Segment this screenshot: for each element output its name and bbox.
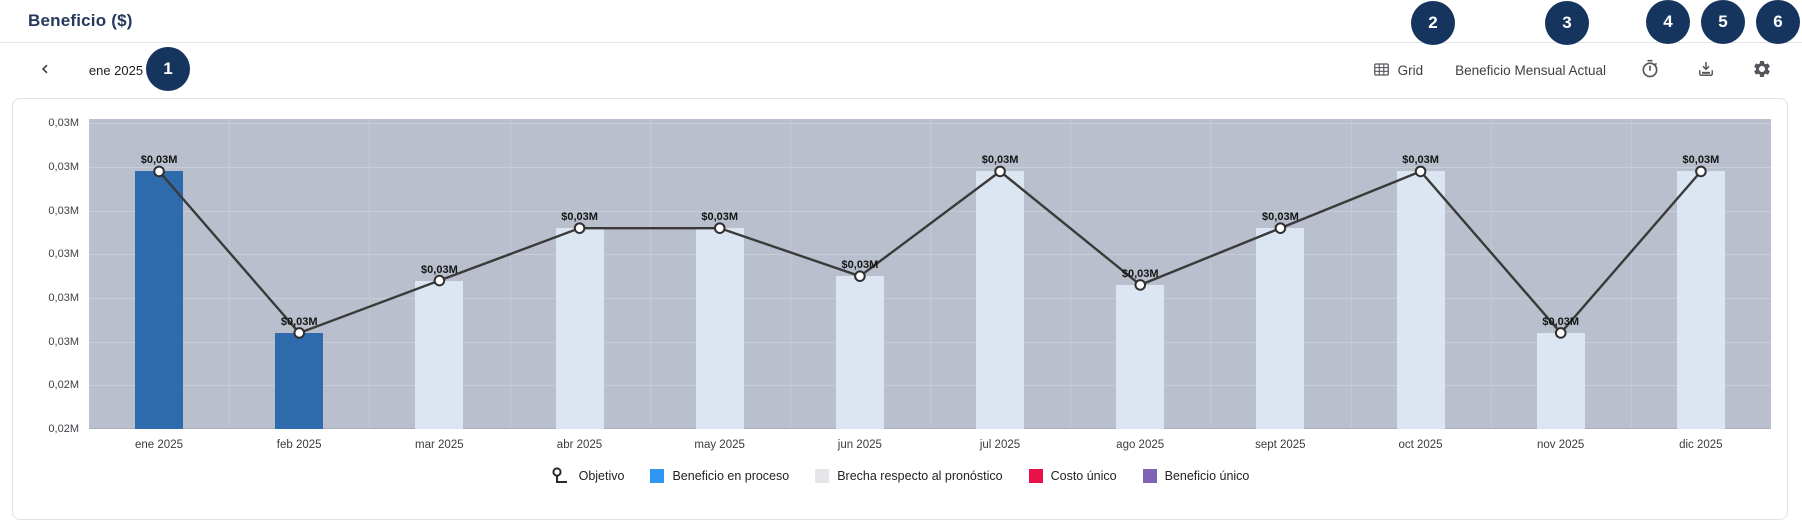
point-value-label: $0,03M <box>1262 211 1299 224</box>
y-axis-tick-label: 0,03M <box>48 117 79 130</box>
x-axis-label-nov-2025: nov 2025 <box>1536 439 1585 451</box>
timer-button[interactable] <box>1638 57 1662 84</box>
legend-label: Costo único <box>1050 469 1117 483</box>
point-value-label: $0,03M <box>841 259 879 272</box>
download-icon <box>1696 59 1716 82</box>
legend-label: Beneficio único <box>1164 469 1250 483</box>
bar-oct-2025 <box>1396 171 1445 429</box>
vertical-gridline <box>1490 119 1492 428</box>
x-axis-label-ene-2025: ene 2025 <box>135 439 183 451</box>
grid-view-label: Grid <box>1397 63 1424 78</box>
x-axis-label-sept-2025: sept 2025 <box>1255 439 1306 451</box>
vertical-gridline <box>1630 119 1632 428</box>
previous-month-button[interactable] <box>36 60 54 81</box>
bar-nov-2025 <box>1536 332 1585 429</box>
legend-swatch <box>815 469 830 483</box>
vertical-gridline <box>509 119 511 428</box>
vertical-gridline <box>649 119 651 428</box>
y-axis-tick-label: 0,02M <box>48 379 79 392</box>
point-value-label: $0,03M <box>1542 315 1580 328</box>
view-selector-label: Beneficio Mensual Actual <box>1455 63 1606 78</box>
bar-dic-2025 <box>1676 171 1725 429</box>
annotation-badge-2: 2 <box>1411 1 1455 45</box>
x-axis-label-may-2025: may 2025 <box>694 439 745 451</box>
x-axis-label-mar-2025: mar 2025 <box>415 439 464 451</box>
vertical-gridline <box>1070 119 1072 428</box>
bar-feb-2025 <box>275 332 324 429</box>
settings-gear-icon <box>1752 59 1772 82</box>
grid-view-button[interactable]: Grid <box>1372 60 1424 82</box>
legend-item: Beneficio único <box>1142 469 1250 483</box>
vertical-gridline <box>229 119 231 428</box>
point-value-label: $0,03M <box>981 154 1019 167</box>
annotation-badge-3: 3 <box>1545 1 1589 45</box>
bar-jun-2025 <box>835 276 884 429</box>
legend-item: Objetivo <box>551 467 625 485</box>
y-axis-tick-label: 0,03M <box>48 335 79 348</box>
settings-button[interactable] <box>1750 57 1774 84</box>
vertical-gridline <box>789 119 791 428</box>
panel-header: Beneficio ($) <box>0 0 1802 43</box>
point-value-label: $0,03M <box>1121 267 1159 280</box>
chart-legend: Objetivo Beneficio en proceso Brecha respe… <box>13 467 1787 485</box>
legend-item: Costo único <box>1028 469 1117 483</box>
x-axis-label-dic-2025: dic 2025 <box>1679 439 1723 451</box>
toolbar-actions: Grid Beneficio Mensual Actual <box>1372 57 1774 84</box>
download-button[interactable] <box>1694 57 1718 84</box>
legend-item: Beneficio en proceso <box>650 469 789 483</box>
point-value-label: $0,03M <box>1682 154 1720 167</box>
y-axis-tick-label: 0,03M <box>48 248 79 261</box>
annotation-badge-4: 4 <box>1646 0 1690 44</box>
grid-table-icon <box>1372 60 1391 82</box>
panel-title: Beneficio ($) <box>28 11 133 30</box>
vertical-gridline <box>369 119 371 428</box>
annotation-badge-5: 5 <box>1701 0 1745 44</box>
chevron-left-icon <box>38 62 52 79</box>
y-axis-tick-label: 0,02M <box>48 423 79 435</box>
plot-area <box>89 119 1771 429</box>
legend-label: Beneficio en proceso <box>672 469 790 483</box>
annotation-badge-6: 6 <box>1756 0 1800 44</box>
current-month-label: ene 2025 <box>88 63 144 78</box>
annotation-badge-1: 1 <box>146 47 190 91</box>
y-axis-tick-label: 0,03M <box>48 161 79 174</box>
chart-card: 0,03M 0,03M 0,03M 0,03M 0,03M 0,03M 0,02M 0,02M… <box>12 98 1788 520</box>
y-axis-tick-label: 0,03M <box>48 292 79 304</box>
legend-item: Brecha respecto al pronóstico <box>815 469 1003 483</box>
chart-toolbar: ene 2025 Grid Beneficio Mensual Actual <box>0 43 1802 98</box>
view-selector-button[interactable]: Beneficio Mensual Actual <box>1455 63 1606 78</box>
x-axis-label-jul-2025: jul 2025 <box>979 439 1021 451</box>
bar-ago-2025 <box>1116 284 1165 429</box>
point-value-label: $0,03M <box>1402 154 1439 167</box>
vertical-gridline <box>1350 119 1352 428</box>
vertical-gridline <box>930 119 931 428</box>
bar-jul-2025 <box>976 171 1025 429</box>
timer-icon <box>1640 59 1660 82</box>
point-value-label: $0,03M <box>421 263 458 276</box>
legend-line-marker-icon <box>552 467 567 483</box>
legend-swatch <box>650 469 665 483</box>
bar-ene-2025 <box>135 171 184 429</box>
bar-mar-2025 <box>415 280 464 429</box>
legend-swatch <box>1028 469 1043 483</box>
x-axis-label-ago-2025: ago 2025 <box>1116 439 1165 451</box>
bar-sept-2025 <box>1256 228 1305 429</box>
legend-label: Objetivo <box>578 469 625 483</box>
legend-swatch <box>1142 469 1157 483</box>
x-axis-label-jun-2025: jun 2025 <box>837 439 882 451</box>
bar-may-2025 <box>695 228 744 429</box>
y-axis-tick-label: 0,03M <box>48 204 79 217</box>
point-value-label: $0,03M <box>280 315 318 328</box>
bar-abr-2025 <box>555 228 604 429</box>
vertical-gridline <box>1210 119 1212 428</box>
point-value-label: $0,03M <box>701 211 739 224</box>
x-axis-label-abr-2025: abr 2025 <box>556 439 603 451</box>
x-axis-label-feb-2025: feb 2025 <box>276 439 322 451</box>
point-value-label: $0,03M <box>561 211 598 224</box>
x-axis-label-oct-2025: oct 2025 <box>1398 439 1443 451</box>
legend-label: Brecha respecto al pronóstico <box>837 469 1003 483</box>
point-value-label: $0,03M <box>140 154 178 167</box>
